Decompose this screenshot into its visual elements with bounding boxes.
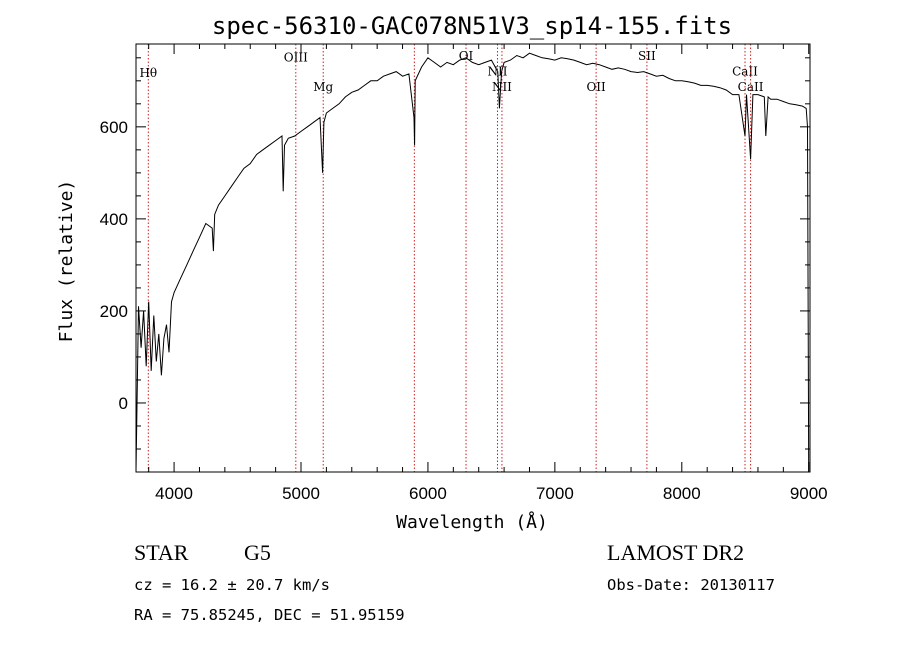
x-axis-label: Wavelength (Å) — [396, 511, 548, 533]
x-tick-label: 6000 — [409, 484, 447, 503]
spectrum-line — [135, 52, 810, 473]
line-label-0: Hθ — [139, 66, 157, 80]
line-label-1: OIII — [284, 50, 308, 64]
x-tick-label: 8000 — [663, 484, 701, 503]
y-axis-label: Flux (relative) — [56, 180, 77, 343]
spectral-subclass: G5 — [244, 540, 271, 565]
line-label-2: Mg — [313, 80, 333, 94]
y-tick-label: 200 — [100, 302, 128, 321]
y-tick-label: 600 — [100, 118, 128, 137]
ra-dec-coordinates: RA = 75.85245, DEC = 51.95159 — [134, 606, 405, 624]
plot-frame — [135, 43, 811, 473]
chart-title: spec-56310-GAC078N51V3_sp14-155.fits — [212, 12, 732, 40]
line-label-10: CaII — [738, 80, 764, 94]
redshift-velocity: cz = 16.2 ± 20.7 km/s — [134, 576, 330, 594]
line-label-4: OI — [459, 49, 474, 63]
line-label-8: SII — [638, 49, 656, 63]
x-tick-label: 4000 — [155, 484, 193, 503]
line-label-9: CaII — [732, 64, 758, 78]
x-tick-label: 7000 — [536, 484, 574, 503]
survey-name: LAMOST DR2 — [607, 540, 744, 565]
x-tick-label: 5000 — [282, 484, 320, 503]
axis-ticks: 4000 5000 6000 7000 8000 9000 0 200 400 600 — [100, 44, 828, 503]
y-tick-label: 400 — [100, 210, 128, 229]
x-tick-label: 9000 — [790, 484, 828, 503]
line-label-6: NII — [492, 80, 512, 94]
observation-date: Obs-Date: 20130117 — [607, 576, 775, 594]
object-class: STAR — [134, 540, 189, 565]
y-tick-label: 0 — [119, 394, 128, 413]
line-label-7: OII — [586, 80, 606, 94]
